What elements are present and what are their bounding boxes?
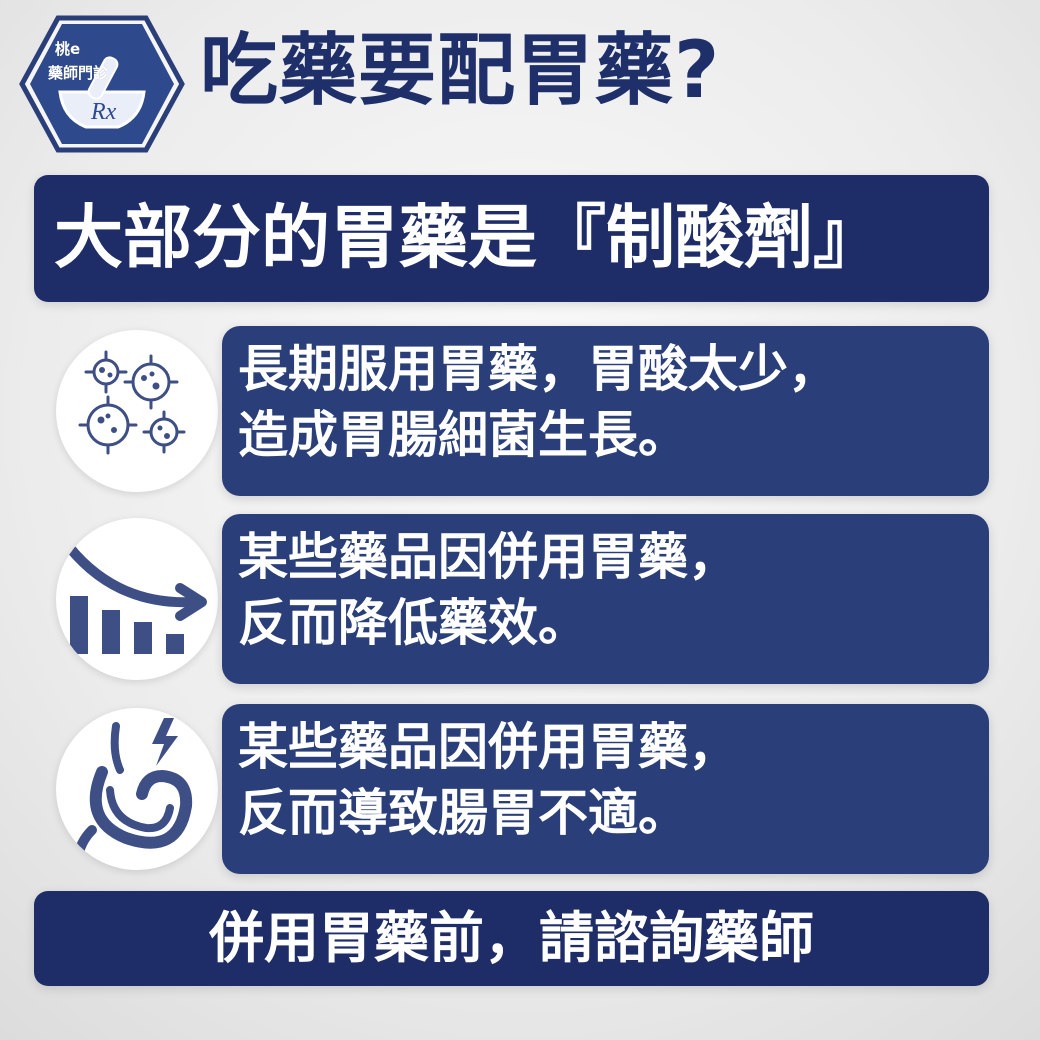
tip-line: 造成胃腸細菌生長。 [238, 406, 688, 464]
logo: Rx 桃e 藥師門診 [18, 14, 186, 154]
page-title: 吃藥要配胃藥? [200, 26, 721, 116]
tip-line: 某些藥品因併用胃藥， [238, 528, 738, 586]
tip-line: 反而導致腸胃不適。 [238, 784, 688, 842]
tip-row-bacteria: 長期服用胃藥，胃酸太少， 造成胃腸細菌生長。 [52, 326, 992, 496]
tip-row-decline: 某些藥品因併用胃藥， 反而降低藥效。 [52, 514, 992, 684]
logo-subtitle: 藥師門診 [48, 64, 109, 82]
mortar-pestle-icon: Rx [19, 15, 185, 153]
stomach-pain-icon [56, 708, 218, 870]
top-banner: 大部分的胃藥是『制酸劑』 [34, 175, 989, 302]
bottom-banner-text: 併用胃藥前，請諮詢藥師 [208, 906, 814, 970]
tip-card-decline: 某些藥品因併用胃藥， 反而降低藥效。 [222, 514, 989, 684]
tip-line: 長期服用胃藥，胃酸太少， [238, 340, 838, 398]
tip-card-bacteria: 長期服用胃藥，胃酸太少， 造成胃腸細菌生長。 [222, 326, 989, 496]
tip-line: 反而降低藥效。 [238, 594, 588, 652]
declining-chart-icon [56, 518, 218, 680]
rx-symbol: Rx [90, 99, 117, 125]
logo-brand: 桃e [55, 40, 81, 58]
tip-card-stomach: 某些藥品因併用胃藥， 反而導致腸胃不適。 [222, 704, 989, 874]
tip-line: 某些藥品因併用胃藥， [238, 718, 738, 776]
top-banner-text: 大部分的胃藥是『制酸劑』 [54, 198, 882, 278]
bottom-banner: 併用胃藥前，請諮詢藥師 [34, 891, 989, 986]
tip-row-stomach: 某些藥品因併用胃藥， 反而導致腸胃不適。 [52, 704, 992, 874]
bacteria-icon [56, 330, 218, 492]
